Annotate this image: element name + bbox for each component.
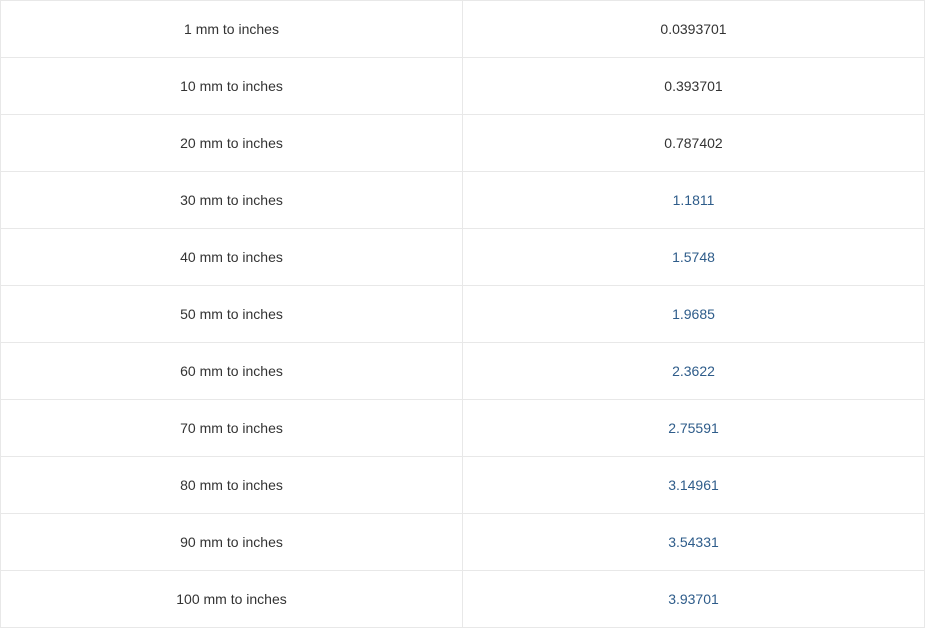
table-cell-label: 60 mm to inches	[1, 343, 463, 400]
table-row: 30 mm to inches 1.1811	[1, 172, 925, 229]
table-body: 1 mm to inches 0.0393701 10 mm to inches…	[1, 1, 925, 628]
table-cell-label: 80 mm to inches	[1, 457, 463, 514]
table-row: 1 mm to inches 0.0393701	[1, 1, 925, 58]
table-cell-value: 0.0393701	[463, 1, 925, 58]
table-row: 80 mm to inches 3.14961	[1, 457, 925, 514]
table-row: 40 mm to inches 1.5748	[1, 229, 925, 286]
table-cell-label: 50 mm to inches	[1, 286, 463, 343]
value-link[interactable]: 2.75591	[668, 420, 719, 436]
value-link[interactable]: 2.3622	[672, 363, 715, 379]
table-row: 100 mm to inches 3.93701	[1, 571, 925, 628]
table-row: 60 mm to inches 2.3622	[1, 343, 925, 400]
table-cell-value: 1.5748	[463, 229, 925, 286]
table-cell-value: 3.54331	[463, 514, 925, 571]
table-row: 50 mm to inches 1.9685	[1, 286, 925, 343]
value-link[interactable]: 3.54331	[668, 534, 719, 550]
conversion-table: 1 mm to inches 0.0393701 10 mm to inches…	[0, 0, 925, 628]
value-link[interactable]: 3.14961	[668, 477, 719, 493]
table-cell-value: 3.93701	[463, 571, 925, 628]
value-link[interactable]: 3.93701	[668, 591, 719, 607]
value-link[interactable]: 1.5748	[672, 249, 715, 265]
table-cell-label: 1 mm to inches	[1, 1, 463, 58]
table-cell-label: 40 mm to inches	[1, 229, 463, 286]
table-cell-label: 70 mm to inches	[1, 400, 463, 457]
table-cell-value: 0.393701	[463, 58, 925, 115]
table-cell-value: 1.1811	[463, 172, 925, 229]
table-cell-value: 2.75591	[463, 400, 925, 457]
table-cell-label: 30 mm to inches	[1, 172, 463, 229]
table-row: 10 mm to inches 0.393701	[1, 58, 925, 115]
table-row: 90 mm to inches 3.54331	[1, 514, 925, 571]
value-link[interactable]: 1.9685	[672, 306, 715, 322]
table-cell-label: 90 mm to inches	[1, 514, 463, 571]
table-cell-label: 10 mm to inches	[1, 58, 463, 115]
value-link[interactable]: 1.1811	[673, 192, 715, 208]
table-cell-label: 100 mm to inches	[1, 571, 463, 628]
table-cell-value: 3.14961	[463, 457, 925, 514]
table-cell-value: 2.3622	[463, 343, 925, 400]
table-cell-value: 1.9685	[463, 286, 925, 343]
table-row: 70 mm to inches 2.75591	[1, 400, 925, 457]
table-row: 20 mm to inches 0.787402	[1, 115, 925, 172]
table-cell-label: 20 mm to inches	[1, 115, 463, 172]
table-cell-value: 0.787402	[463, 115, 925, 172]
